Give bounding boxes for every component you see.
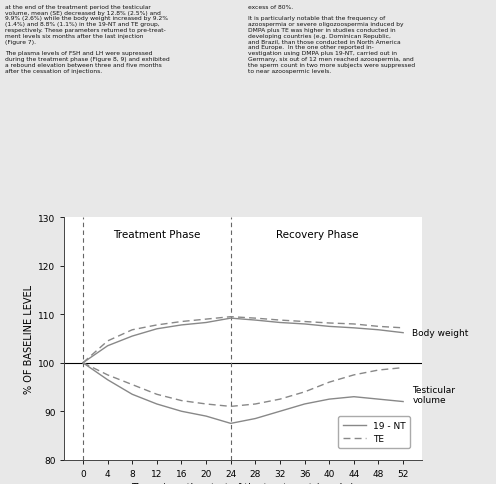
X-axis label: Time since the start of the treatment (weeks): Time since the start of the treatment (w… <box>131 482 355 484</box>
Text: excess of 80%.

It is particularly notable that the frequency of
azoospermia or : excess of 80%. It is particularly notabl… <box>248 5 415 74</box>
Text: Body weight: Body weight <box>412 329 469 337</box>
Y-axis label: % OF BASELINE LEVEL: % OF BASELINE LEVEL <box>24 284 34 393</box>
Text: Recovery Phase: Recovery Phase <box>276 230 358 240</box>
Text: Treatment Phase: Treatment Phase <box>113 230 200 240</box>
Text: Testicular
volume: Testicular volume <box>412 385 455 404</box>
Legend: 19 - NT, TE: 19 - NT, TE <box>338 417 410 448</box>
Text: at the end of the treatment period the testicular
volume, mean (SE) decreased by: at the end of the treatment period the t… <box>5 5 170 74</box>
